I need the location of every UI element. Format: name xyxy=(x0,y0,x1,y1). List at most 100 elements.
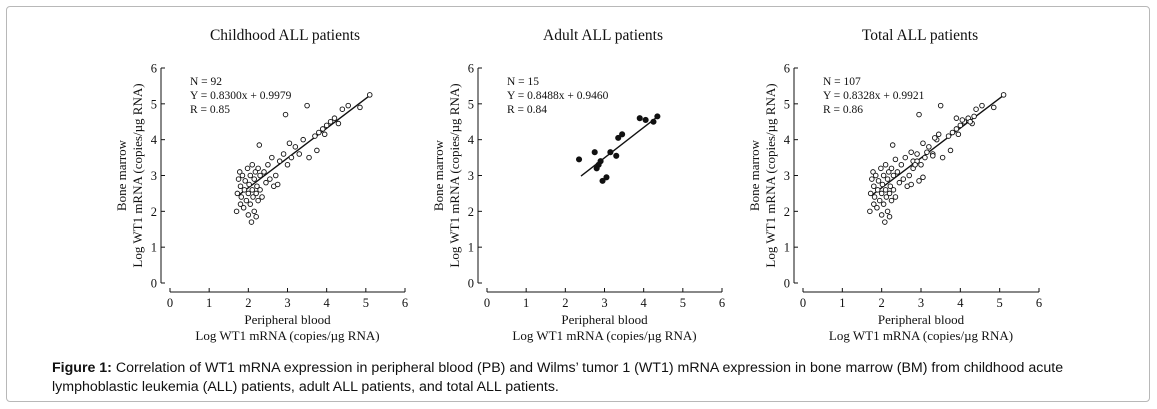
data-point xyxy=(878,190,885,197)
data-point xyxy=(323,122,330,129)
data-point xyxy=(257,172,263,179)
data-point xyxy=(890,187,897,193)
annotation-1: N = 92 xyxy=(190,76,222,88)
data-point xyxy=(953,115,960,121)
data-point xyxy=(874,187,881,193)
data-point xyxy=(316,129,322,136)
data-point xyxy=(871,201,877,207)
data-point xyxy=(282,111,289,118)
data-point xyxy=(259,194,265,200)
data-point xyxy=(240,204,247,211)
data-point xyxy=(247,172,254,179)
data-point xyxy=(256,142,263,148)
annotation-2: Y = 0.8300x + 0.9979 xyxy=(190,90,292,102)
x-tick-label: 5 xyxy=(997,296,1003,310)
x-tick-label: 3 xyxy=(918,296,924,310)
y-tick-label: 6 xyxy=(468,62,474,76)
x-tick-label: 0 xyxy=(800,296,806,310)
data-point xyxy=(239,172,246,179)
data-point xyxy=(884,208,891,215)
x-axis-label: Peripheral blood xyxy=(878,312,965,327)
data-point xyxy=(949,129,956,136)
data-point xyxy=(979,102,985,109)
data-point xyxy=(237,201,244,207)
x-tick-label: 4 xyxy=(324,296,331,310)
data-point xyxy=(885,169,892,175)
data-point xyxy=(242,178,248,184)
data-point xyxy=(916,111,922,118)
data-point xyxy=(930,153,936,159)
data-point xyxy=(654,113,661,120)
annotation-2: Y = 0.8488x + 0.9460 xyxy=(507,90,609,102)
y-axis-label-units: Log WT1 mRNA (copies/µg RNA) xyxy=(447,83,462,267)
x-tick-label: 3 xyxy=(601,296,607,310)
caption-text: Correlation of WT1 mRNA expression in pe… xyxy=(52,360,1064,395)
data-point xyxy=(304,102,310,109)
data-point xyxy=(615,134,622,141)
y-axis-label-units: Log WT1 mRNA (copies/µg RNA) xyxy=(763,83,778,267)
data-point xyxy=(867,208,873,215)
x-tick-label: 2 xyxy=(562,296,568,310)
data-point xyxy=(367,92,373,98)
data-point xyxy=(619,131,626,138)
y-tick-label: 2 xyxy=(468,205,474,219)
data-point xyxy=(249,187,255,193)
data-point xyxy=(247,201,254,207)
data-point xyxy=(957,122,964,129)
regression-line xyxy=(871,94,1005,196)
data-point xyxy=(599,177,606,184)
x-tick-label: 4 xyxy=(957,296,964,310)
data-point xyxy=(250,194,256,200)
data-point xyxy=(871,194,878,200)
data-point xyxy=(245,212,252,218)
data-point xyxy=(292,144,299,150)
y-tick-label: 6 xyxy=(151,62,157,76)
data-point xyxy=(245,190,252,197)
annotation-1: N = 15 xyxy=(507,76,539,88)
y-tick-label: 1 xyxy=(151,241,157,255)
y-tick-label: 0 xyxy=(468,277,474,291)
data-point xyxy=(296,151,303,157)
data-point xyxy=(971,113,977,120)
data-point xyxy=(288,154,295,161)
data-point xyxy=(973,106,979,112)
x-tick-label: 6 xyxy=(719,296,725,310)
y-axis-label: Bone marrow xyxy=(747,139,762,211)
data-point xyxy=(880,201,887,207)
chart-title: Total ALL patients xyxy=(862,27,978,44)
data-point xyxy=(935,131,942,138)
data-point xyxy=(345,102,351,109)
data-point xyxy=(902,154,909,161)
x-tick-label: 0 xyxy=(484,296,490,310)
x-tick-label: 0 xyxy=(167,296,173,310)
data-point xyxy=(882,187,889,193)
data-point xyxy=(876,197,883,204)
data-point xyxy=(273,172,279,179)
data-point xyxy=(286,140,293,146)
data-point xyxy=(253,213,259,220)
y-tick-label: 1 xyxy=(468,241,474,255)
data-point xyxy=(331,115,338,121)
data-point xyxy=(953,126,960,132)
data-point xyxy=(874,204,880,211)
data-point xyxy=(263,179,269,186)
data-point xyxy=(255,165,261,172)
x-axis-label-units: Log WT1 mRNA (copies/µg RNA) xyxy=(512,328,696,343)
data-point xyxy=(280,151,287,157)
x-tick-label: 2 xyxy=(245,296,251,310)
data-point xyxy=(235,176,242,182)
data-point xyxy=(932,135,938,141)
data-point xyxy=(252,169,259,175)
data-point xyxy=(248,219,255,225)
data-point xyxy=(886,190,893,197)
data-point xyxy=(892,156,899,163)
data-point xyxy=(237,183,244,189)
data-point xyxy=(269,154,275,161)
annotation-1: N = 107 xyxy=(823,76,861,88)
data-point xyxy=(246,181,252,188)
data-point xyxy=(967,118,973,125)
data-point xyxy=(916,178,922,184)
data-point xyxy=(914,151,920,157)
data-point xyxy=(890,172,897,179)
data-point xyxy=(314,147,320,154)
